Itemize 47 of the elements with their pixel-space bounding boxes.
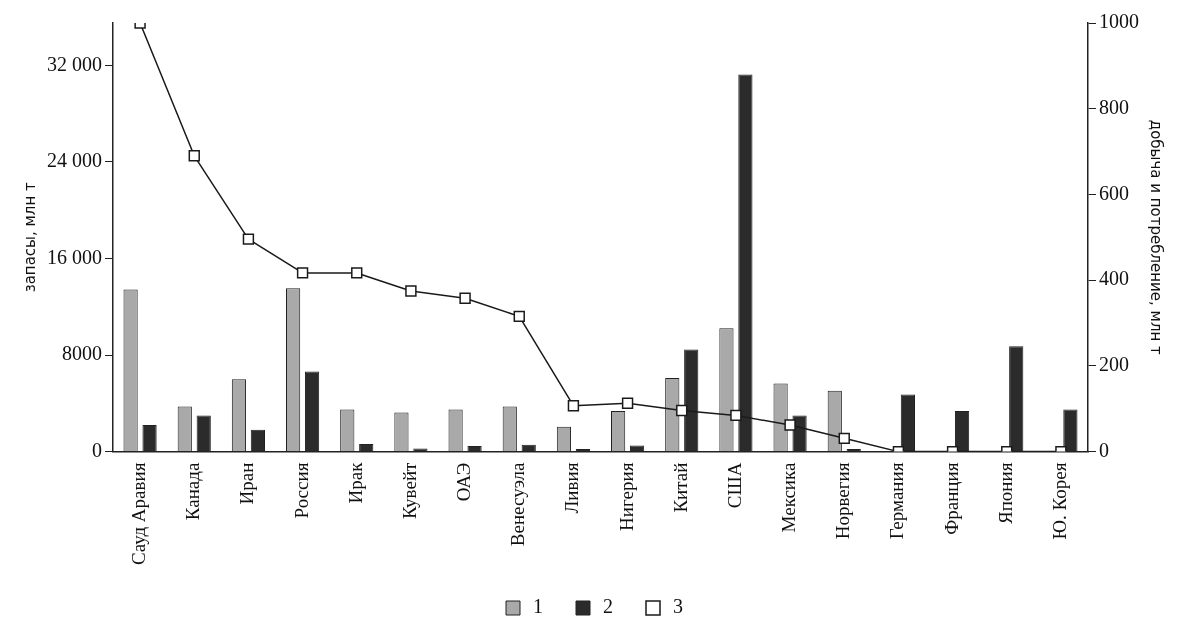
point — [676, 404, 688, 417]
x-tick-label: Мексика — [778, 462, 800, 533]
point — [621, 397, 634, 410]
point — [351, 267, 363, 279]
point — [296, 267, 309, 279]
x-tick-label: Норвегия — [832, 462, 854, 540]
x-tick-label: Франция — [940, 462, 962, 535]
y2-tick-label: 0 — [1099, 438, 1109, 461]
y-tick-label: 24 000 — [47, 149, 102, 172]
point — [730, 409, 742, 422]
y-tick-label: 32 000 — [47, 52, 102, 75]
y-tick-label: 0 — [92, 438, 102, 461]
x-tick-label: ОАЭ — [453, 462, 475, 502]
y-tick-label: 8000 — [62, 342, 102, 365]
point — [784, 419, 796, 431]
x-tick-label: Канада — [182, 462, 204, 521]
y-axis-title: запасы, млн т — [20, 182, 39, 293]
x-tick-label: Иран — [236, 462, 258, 505]
y2-tick-label: 800 — [1099, 95, 1129, 118]
legend-label: 1 — [533, 595, 543, 618]
y2-tick-label: 600 — [1099, 181, 1129, 204]
x-tick-label: Ирак — [344, 461, 366, 504]
x-tick-label: Нигерия — [615, 462, 637, 531]
point — [405, 285, 417, 297]
y2-tick-label: 200 — [1099, 353, 1129, 376]
point — [513, 310, 525, 323]
point — [459, 292, 471, 304]
x-tick-label: Китай — [669, 462, 691, 513]
x-tick-label: Япония — [994, 462, 1016, 525]
y2-tick-label: 400 — [1099, 267, 1129, 290]
legend-label: 3 — [673, 595, 683, 618]
point — [188, 150, 200, 162]
x-tick-label: Германия — [886, 462, 908, 540]
y2-tick-label: 1000 — [1099, 10, 1139, 33]
point — [242, 233, 255, 245]
x-tick-label: США — [723, 462, 745, 509]
x-tick-label: Кувейт — [398, 461, 420, 520]
point — [567, 400, 580, 412]
x-tick-label: Россия — [290, 462, 312, 519]
y2-axis-title: добыча и потребление, млн т — [1147, 119, 1166, 356]
legend-label: 2 — [603, 595, 613, 618]
x-tick-label: Сауд Аравия — [128, 462, 150, 566]
y-tick-label: 16 000 — [47, 245, 102, 268]
x-tick-label: Ю. Корея — [1048, 462, 1070, 540]
x-tick-label: Венесуэла — [507, 462, 529, 547]
x-tick-label: Ливия — [561, 462, 583, 514]
point — [838, 432, 850, 445]
